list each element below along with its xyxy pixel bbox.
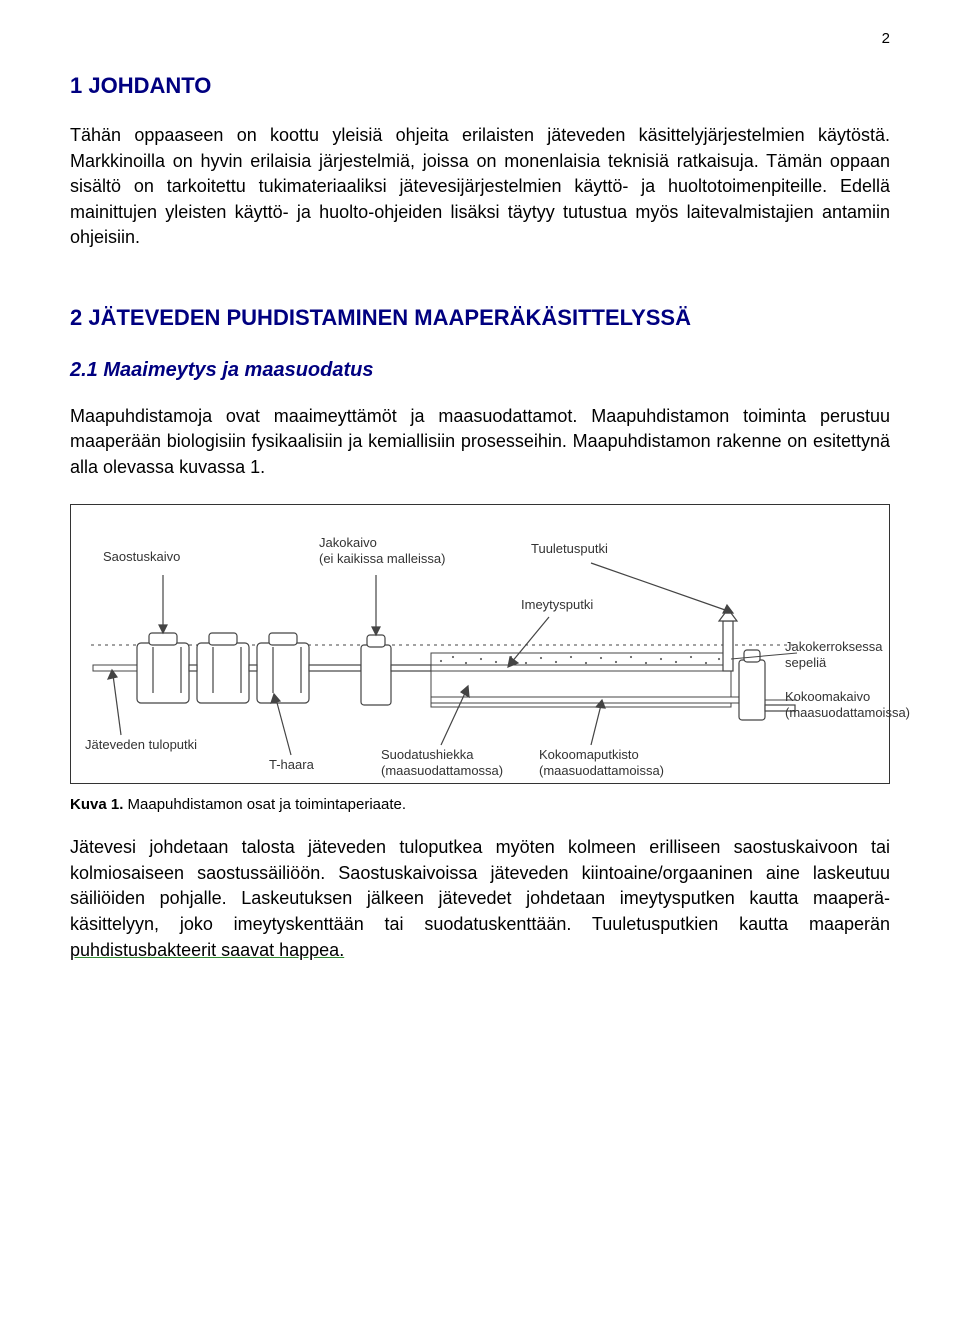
heading-section-2: 2 JÄTEVEDEN PUHDISTAMINEN MAAPERÄKÄSITTE… bbox=[70, 305, 890, 331]
para-s2-sub1-p1: Maapuhdistamoja ovat maaimeyttämöt ja ma… bbox=[70, 404, 890, 481]
figure-1: Saostuskaivo Jakokaivo (ei kaikissa mall… bbox=[70, 504, 890, 784]
heading-subsection-2-1: 2.1 Maaimeytys ja maasuodatus bbox=[70, 359, 890, 382]
label-kokoomakaivo-2: (maasuodattamoissa) bbox=[785, 705, 910, 720]
heading-section-1: 1 JOHDANTO bbox=[70, 73, 890, 99]
label-kokoomakaivo-1: Kokoomakaivo bbox=[785, 689, 870, 704]
label-jakokaivo-1: Jakokaivo bbox=[319, 535, 377, 550]
label-suodatushiekka-1: Suodatushiekka bbox=[381, 747, 474, 762]
label-jakokerroksessa-1: Jakokerroksessa bbox=[785, 639, 883, 654]
figure-1-caption: Kuva 1. Maapuhdistamon osat ja toimintap… bbox=[70, 796, 890, 813]
label-thaara: T-haara bbox=[269, 757, 314, 772]
para-s1-p1: Tähän oppaaseen on koottu yleisiä ohjeit… bbox=[70, 123, 890, 251]
label-kokoomaputkisto-1: Kokoomaputkisto bbox=[539, 747, 639, 762]
label-kokoomaputkisto-2: (maasuodattamoissa) bbox=[539, 763, 664, 778]
label-jakokerroksessa-2: sepeliä bbox=[785, 655, 826, 670]
para-after-text-b: puhdistusbakteerit saavat happea. bbox=[70, 940, 344, 960]
caption-text: Maapuhdistamon osat ja toimintaperiaate. bbox=[128, 796, 407, 813]
caption-label: Kuva 1. bbox=[70, 796, 128, 813]
label-jateveden: Jäteveden tuloputki bbox=[85, 737, 197, 752]
label-suodatushiekka-2: (maasuodattamossa) bbox=[381, 763, 503, 778]
para-after-text-a: Jätevesi johdetaan talosta jäteveden tul… bbox=[70, 837, 890, 934]
label-jakokaivo-2: (ei kaikissa malleissa) bbox=[319, 551, 445, 566]
para-after-figure: Jätevesi johdetaan talosta jäteveden tul… bbox=[70, 835, 890, 963]
page-number: 2 bbox=[70, 30, 890, 47]
label-imeytysputki: Imeytysputki bbox=[521, 597, 593, 612]
label-saostuskaivo: Saostuskaivo bbox=[103, 549, 180, 564]
label-tuuletusputki: Tuuletusputki bbox=[531, 541, 608, 556]
